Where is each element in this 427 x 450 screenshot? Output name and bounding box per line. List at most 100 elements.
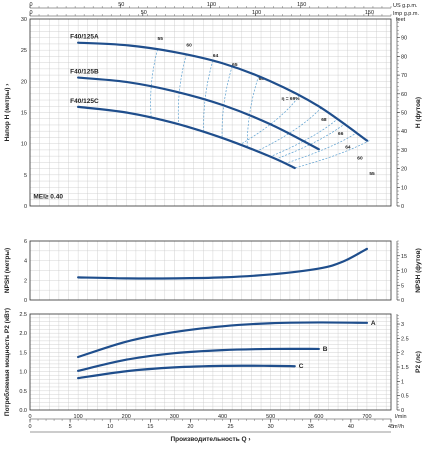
efficiency-label: η = 69%	[282, 96, 301, 102]
head-right-unit-label: feet	[396, 17, 406, 23]
x-tick-label: 500	[266, 414, 275, 420]
head-panel-y-tick-label: 20	[21, 79, 27, 85]
head-panel-right-tick-label: 0	[401, 204, 404, 210]
power-panel-right-tick-label: 0	[401, 408, 404, 414]
efficiency-label: 55	[158, 36, 164, 42]
x-axis-title: Производительность Q ›	[170, 436, 250, 443]
npsh-panel-y-tick-label: 4	[24, 259, 27, 265]
power-curve-c	[77, 364, 296, 380]
x-tick-label: 400	[218, 414, 227, 420]
head-panel-right-tick-label: 50	[401, 111, 407, 117]
power-panel-right-tick-label: 2.5	[401, 336, 409, 342]
m3h-tick-label: 20	[187, 424, 193, 430]
power-panel-y-tick-label: 1.5	[19, 350, 27, 356]
npsh-panel-right-tick-label: 10	[401, 269, 407, 275]
x-tick-label: 700	[362, 414, 371, 420]
x-unit-label: l/min	[395, 414, 407, 420]
head-panel-right-tick-label: 80	[401, 54, 407, 60]
head-curve-f40-125a	[77, 41, 369, 142]
efficiency-iso-line	[221, 66, 233, 138]
x-tick-label: 600	[314, 414, 323, 420]
power-panel-frame	[29, 313, 392, 411]
head-curve-label: F40/125A	[70, 34, 99, 41]
imp-gpm-tick-label: 150	[365, 10, 374, 16]
m3h-tick-label: 40	[348, 424, 354, 430]
power-panel-ylabel-right: P2 (лс)	[415, 351, 422, 373]
efficiency-label: 68	[259, 76, 265, 82]
power-curve-a	[77, 321, 369, 359]
power-curve-label: A	[371, 320, 376, 327]
m3h-tick-label: 5	[69, 424, 72, 430]
x-tick-label: 0	[28, 414, 31, 420]
m3h-tick-label: 30	[268, 424, 274, 430]
head-curve-f40-125c	[77, 105, 296, 170]
us-gpm-tick-label: 100	[207, 2, 216, 8]
power-curve-label: B	[323, 346, 328, 353]
us-gpm-tick-label: 0	[29, 2, 32, 8]
x-tick-label: 200	[122, 414, 131, 420]
npsh-panel-y-tick-label: 6	[24, 239, 27, 245]
head-panel-y-tick-label: 10	[21, 142, 27, 148]
power-panel-y-tick-label: 2.5	[19, 312, 27, 318]
x-tick-label: 300	[170, 414, 179, 420]
imp-gpm-tick-label: 0	[29, 10, 32, 16]
power-panel-y-tick-label: 1.0	[19, 370, 27, 376]
head-panel-y-tick-label: 0	[24, 204, 27, 210]
efficiency-iso-line	[246, 75, 259, 148]
efficiency-iso-line	[275, 123, 346, 160]
imp-gpm-unit-label: Imp g.p.m.	[393, 11, 419, 17]
efficiency-iso-line	[177, 54, 187, 125]
head-panel-right-tick-label: 90	[401, 36, 407, 42]
us-gpm-unit-label: US g.p.m.	[393, 3, 418, 9]
us-gpm-tick-label: 150	[297, 2, 306, 8]
npsh-panel-y-tick-label: 2	[24, 278, 27, 284]
efficiency-label: 68	[321, 117, 327, 123]
head-panel-right-tick-label: 30	[401, 148, 407, 154]
npsh-panel-ylabel: NPSH (метры)	[4, 248, 11, 293]
power-panel-right-tick-label: 1.5	[401, 365, 409, 371]
efficiency-label: 60	[186, 42, 192, 48]
us-gpm-tick-label: 50	[118, 2, 124, 8]
imp-gpm-tick-label: 100	[252, 10, 261, 16]
power-panel-y-tick-label: 0.5	[19, 389, 27, 395]
head-panel-y-tick-label: 5	[24, 173, 27, 179]
npsh-panel-frame	[29, 240, 392, 301]
head-panel-right-tick-label: 70	[401, 73, 407, 79]
efficiency-label: 65	[232, 62, 238, 68]
power-panel-ylabel: Потребляемая мощность P2 (кВт)	[3, 308, 11, 416]
efficiency-label: 66	[338, 131, 344, 137]
head-panel-frame	[29, 18, 392, 207]
npsh-curve	[77, 247, 369, 280]
power-panel-right-tick-label: 3	[401, 322, 404, 328]
head-panel-y-tick-label: 30	[21, 17, 27, 23]
head-panel-right-tick-label: 60	[401, 92, 407, 98]
mei-annotation: MEI≥ 0.40	[33, 194, 63, 201]
efficiency-iso-line	[294, 140, 370, 169]
m3h-unit-label: m³/h	[393, 424, 404, 430]
m3h-tick-label: 0	[28, 424, 31, 430]
imp-gpm-tick-label: 50	[141, 10, 147, 16]
power-panel-right-tick-label: 1	[401, 379, 404, 385]
efficiency-iso-line	[203, 60, 214, 132]
x-tick-label: 100	[74, 414, 83, 420]
m3h-tick-label: 45	[388, 424, 394, 430]
npsh-panel-right-tick-label: 0	[401, 298, 404, 304]
power-panel-y-tick-label: 0.0	[19, 408, 27, 414]
efficiency-label: 55	[369, 171, 375, 177]
m3h-tick-label: 35	[308, 424, 314, 430]
efficiency-label: 60	[357, 155, 363, 161]
head-panel-ylabel: Напор H (метры) ›	[4, 84, 11, 142]
power-panel-right-tick-label: 0.5	[401, 394, 409, 400]
head-panel-right-tick-label: 10	[401, 185, 407, 191]
efficiency-label: 64	[345, 145, 351, 151]
head-panel-ylabel-right: H (футов)	[415, 97, 422, 128]
head-curve-f40-125b	[77, 76, 320, 151]
efficiency-iso-line	[150, 49, 158, 118]
power-curve-b	[77, 347, 320, 372]
m3h-tick-label: 15	[147, 424, 153, 430]
head-panel-y-tick-label: 25	[21, 48, 27, 54]
efficiency-iso-line	[240, 95, 300, 145]
power-curve-label: C	[299, 363, 304, 370]
head-curve-label: F40/125B	[70, 69, 99, 76]
